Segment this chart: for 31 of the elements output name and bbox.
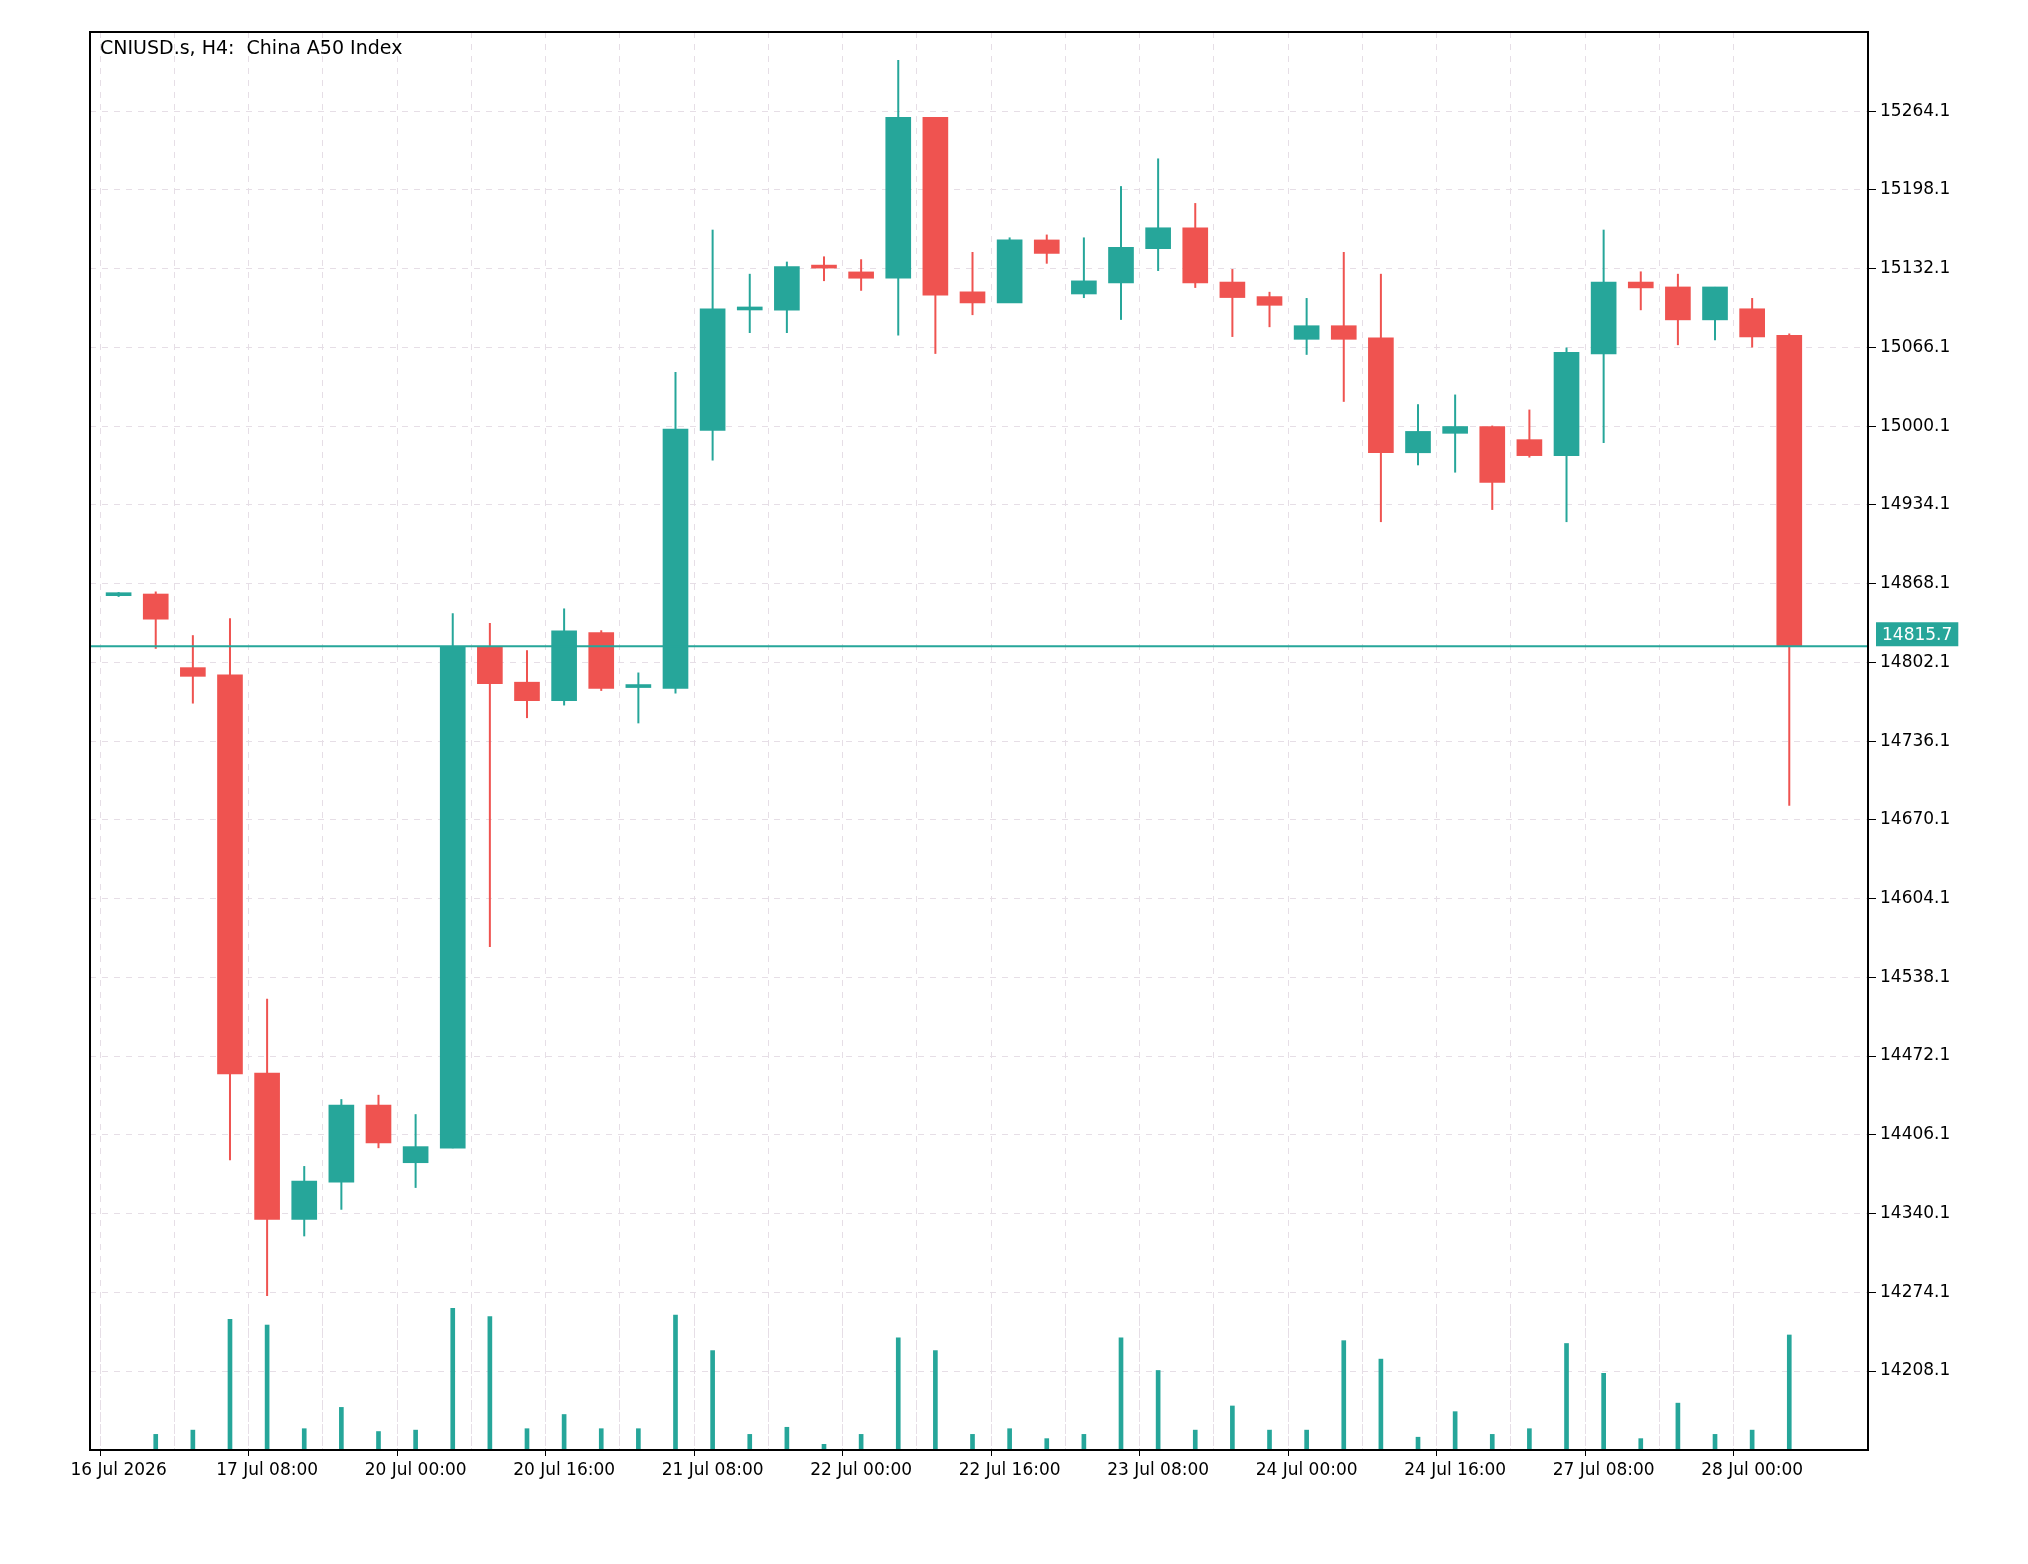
y-tick-label: 14208.1 <box>1880 1359 1951 1380</box>
y-tick-label: 15264.1 <box>1880 99 1951 120</box>
y-tick-label: 14472.1 <box>1880 1044 1951 1065</box>
ref-line-label: 14815.7 <box>1882 623 1953 644</box>
x-tick-label: 27 Jul 08:00 <box>1552 1458 1655 1479</box>
y-tick-label: 15198.1 <box>1880 178 1951 199</box>
y-tick-label: 14802.1 <box>1880 650 1951 671</box>
y-tick-label: 14934.1 <box>1880 493 1951 514</box>
x-tick-label: 20 Jul 00:00 <box>364 1458 467 1479</box>
y-tick-label: 14670.1 <box>1880 808 1951 829</box>
y-tick-label: 14868.1 <box>1880 572 1951 593</box>
x-tick-label: 16 Jul 2026 <box>70 1458 167 1479</box>
y-tick-label: 14736.1 <box>1880 729 1951 750</box>
y-tick-label: 14340.1 <box>1880 1201 1951 1222</box>
x-tick-label: 24 Jul 00:00 <box>1255 1458 1358 1479</box>
x-tick-label: 20 Jul 16:00 <box>513 1458 616 1479</box>
x-tick-label: 28 Jul 00:00 <box>1701 1458 1804 1479</box>
x-tick-label: 23 Jul 08:00 <box>1107 1458 1210 1479</box>
y-tick-label: 14538.1 <box>1880 965 1951 986</box>
x-tick-label: 17 Jul 08:00 <box>216 1458 319 1479</box>
x-tick-label: 24 Jul 16:00 <box>1404 1458 1507 1479</box>
x-tick-label: 21 Jul 08:00 <box>661 1458 764 1479</box>
x-tick-label: 22 Jul 16:00 <box>958 1458 1061 1479</box>
y-tick-label: 14274.1 <box>1880 1280 1951 1301</box>
y-tick-label: 14406.1 <box>1880 1123 1951 1144</box>
x-tick-label: 22 Jul 00:00 <box>810 1458 913 1479</box>
y-tick-label: 14604.1 <box>1880 887 1951 908</box>
y-tick-label: 15132.1 <box>1880 257 1951 278</box>
y-tick-label: 15000.1 <box>1880 414 1951 435</box>
chart-title: CNIUSD.s, H4: China A50 Index <box>100 36 403 59</box>
y-tick-label: 15066.1 <box>1880 335 1951 356</box>
